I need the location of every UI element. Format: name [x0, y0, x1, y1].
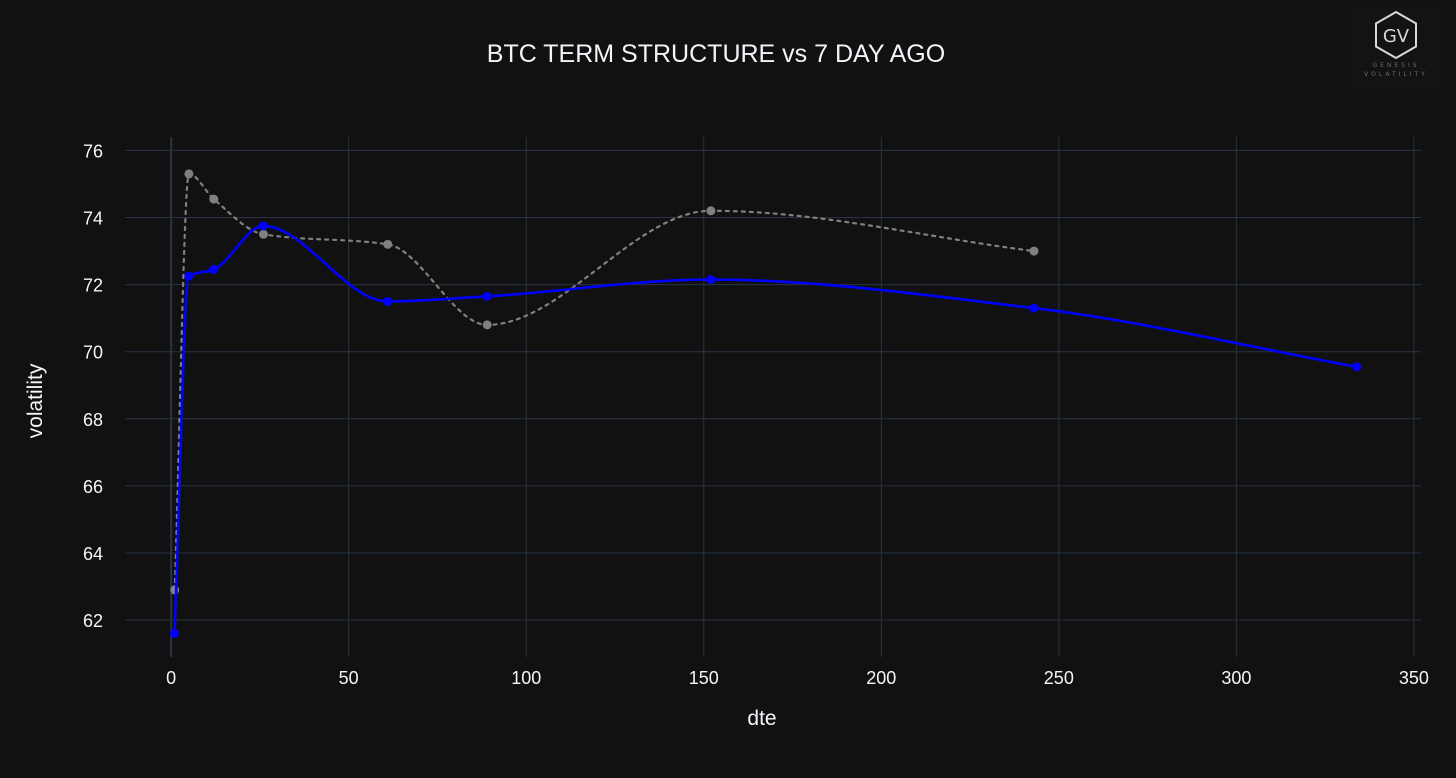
data-point-current	[383, 296, 393, 306]
x-tick-label: 350	[1399, 668, 1429, 688]
data-point-current	[184, 271, 194, 281]
data-point-current	[170, 629, 180, 639]
y-tick-label: 74	[83, 209, 103, 229]
y-tick-label: 72	[83, 276, 103, 296]
data-point-current	[1352, 362, 1362, 372]
y-tick-label: 66	[83, 477, 103, 497]
data-point-prior	[184, 169, 194, 179]
data-point-current	[258, 221, 268, 231]
x-axis-title: dte	[747, 707, 776, 730]
chart-title: BTC TERM STRUCTURE vs 7 DAY AGO	[487, 40, 945, 68]
data-point-current	[706, 275, 716, 285]
x-tick-label: 200	[866, 668, 896, 688]
data-point-prior	[258, 229, 268, 239]
logo-monogram: GV	[1383, 26, 1410, 47]
data-point-prior	[209, 194, 219, 204]
data-point-prior	[706, 206, 716, 216]
data-point-prior	[1029, 246, 1039, 256]
y-tick-label: 62	[83, 611, 103, 631]
series-line-current	[173, 224, 1359, 635]
y-axis-title: volatility	[24, 363, 47, 438]
x-tick-label: 50	[339, 668, 359, 688]
y-tick-label: 64	[83, 544, 103, 564]
x-tick-label: 300	[1221, 668, 1251, 688]
data-point-prior	[170, 585, 180, 595]
data-point-prior	[482, 320, 492, 330]
tick-labels: 62 64 66 68 70 72 74 76 0 50 100 150 200 250 300 350	[83, 141, 1429, 688]
x-tick-label: 0	[166, 668, 176, 688]
series-layer	[170, 169, 1362, 639]
genesis-volatility-logo: GV GENESIS VOLATILITY	[1352, 8, 1440, 88]
logo-text-genesis: GENESIS	[1372, 62, 1420, 69]
logo-text-volatility: VOLATILITY	[1364, 71, 1428, 78]
data-point-current	[1029, 303, 1039, 313]
hexagon-logo-icon: GV	[1375, 10, 1417, 60]
x-tick-label: 150	[689, 668, 719, 688]
x-tick-label: 250	[1044, 668, 1074, 688]
x-tick-label: 100	[511, 668, 541, 688]
series-line-prior	[173, 172, 1036, 592]
y-tick-label: 76	[83, 141, 103, 161]
data-point-current	[482, 291, 492, 301]
grid-layer	[125, 137, 1421, 657]
data-point-prior	[383, 239, 393, 249]
y-tick-label: 68	[83, 410, 103, 430]
data-point-current	[209, 265, 219, 275]
y-tick-label: 70	[83, 343, 103, 363]
